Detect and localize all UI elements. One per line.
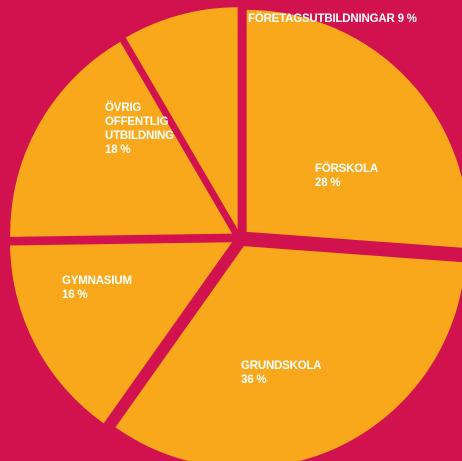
- value-label: 9 %: [397, 13, 417, 25]
- category-label: ÖVRIG OFFENTLIG UTBILDNING: [105, 102, 174, 142]
- value-label: 18 %: [105, 144, 131, 156]
- category-label: FÖRETAGSUTBILDNINGAR: [248, 13, 395, 25]
- category-label: GRUNDSKOLA: [241, 360, 322, 372]
- slice-label: ÖVRIG OFFENTLIG UTBILDNING 18 %: [105, 101, 195, 157]
- pie-slice: [115, 246, 462, 461]
- slice-label: GYMNASIUM 16 %: [62, 274, 152, 302]
- pie-slice: [10, 41, 233, 237]
- slice-label: FÖRSKOLA 28 %: [315, 162, 405, 190]
- category-label: FÖRSKOLA: [315, 163, 378, 175]
- category-label: GYMNASIUM: [62, 275, 132, 287]
- value-label: 28 %: [315, 177, 341, 189]
- pie-slice: [125, 7, 238, 230]
- pie-slice: [246, 9, 462, 248]
- slice-label: GRUNDSKOLA 36 %: [241, 359, 361, 387]
- value-label: 36 %: [241, 374, 267, 386]
- value-label: 16 %: [62, 289, 88, 301]
- slice-label: FÖRETAGSUTBILDNINGAR 9 %: [248, 12, 462, 26]
- pie-slice: [10, 242, 233, 424]
